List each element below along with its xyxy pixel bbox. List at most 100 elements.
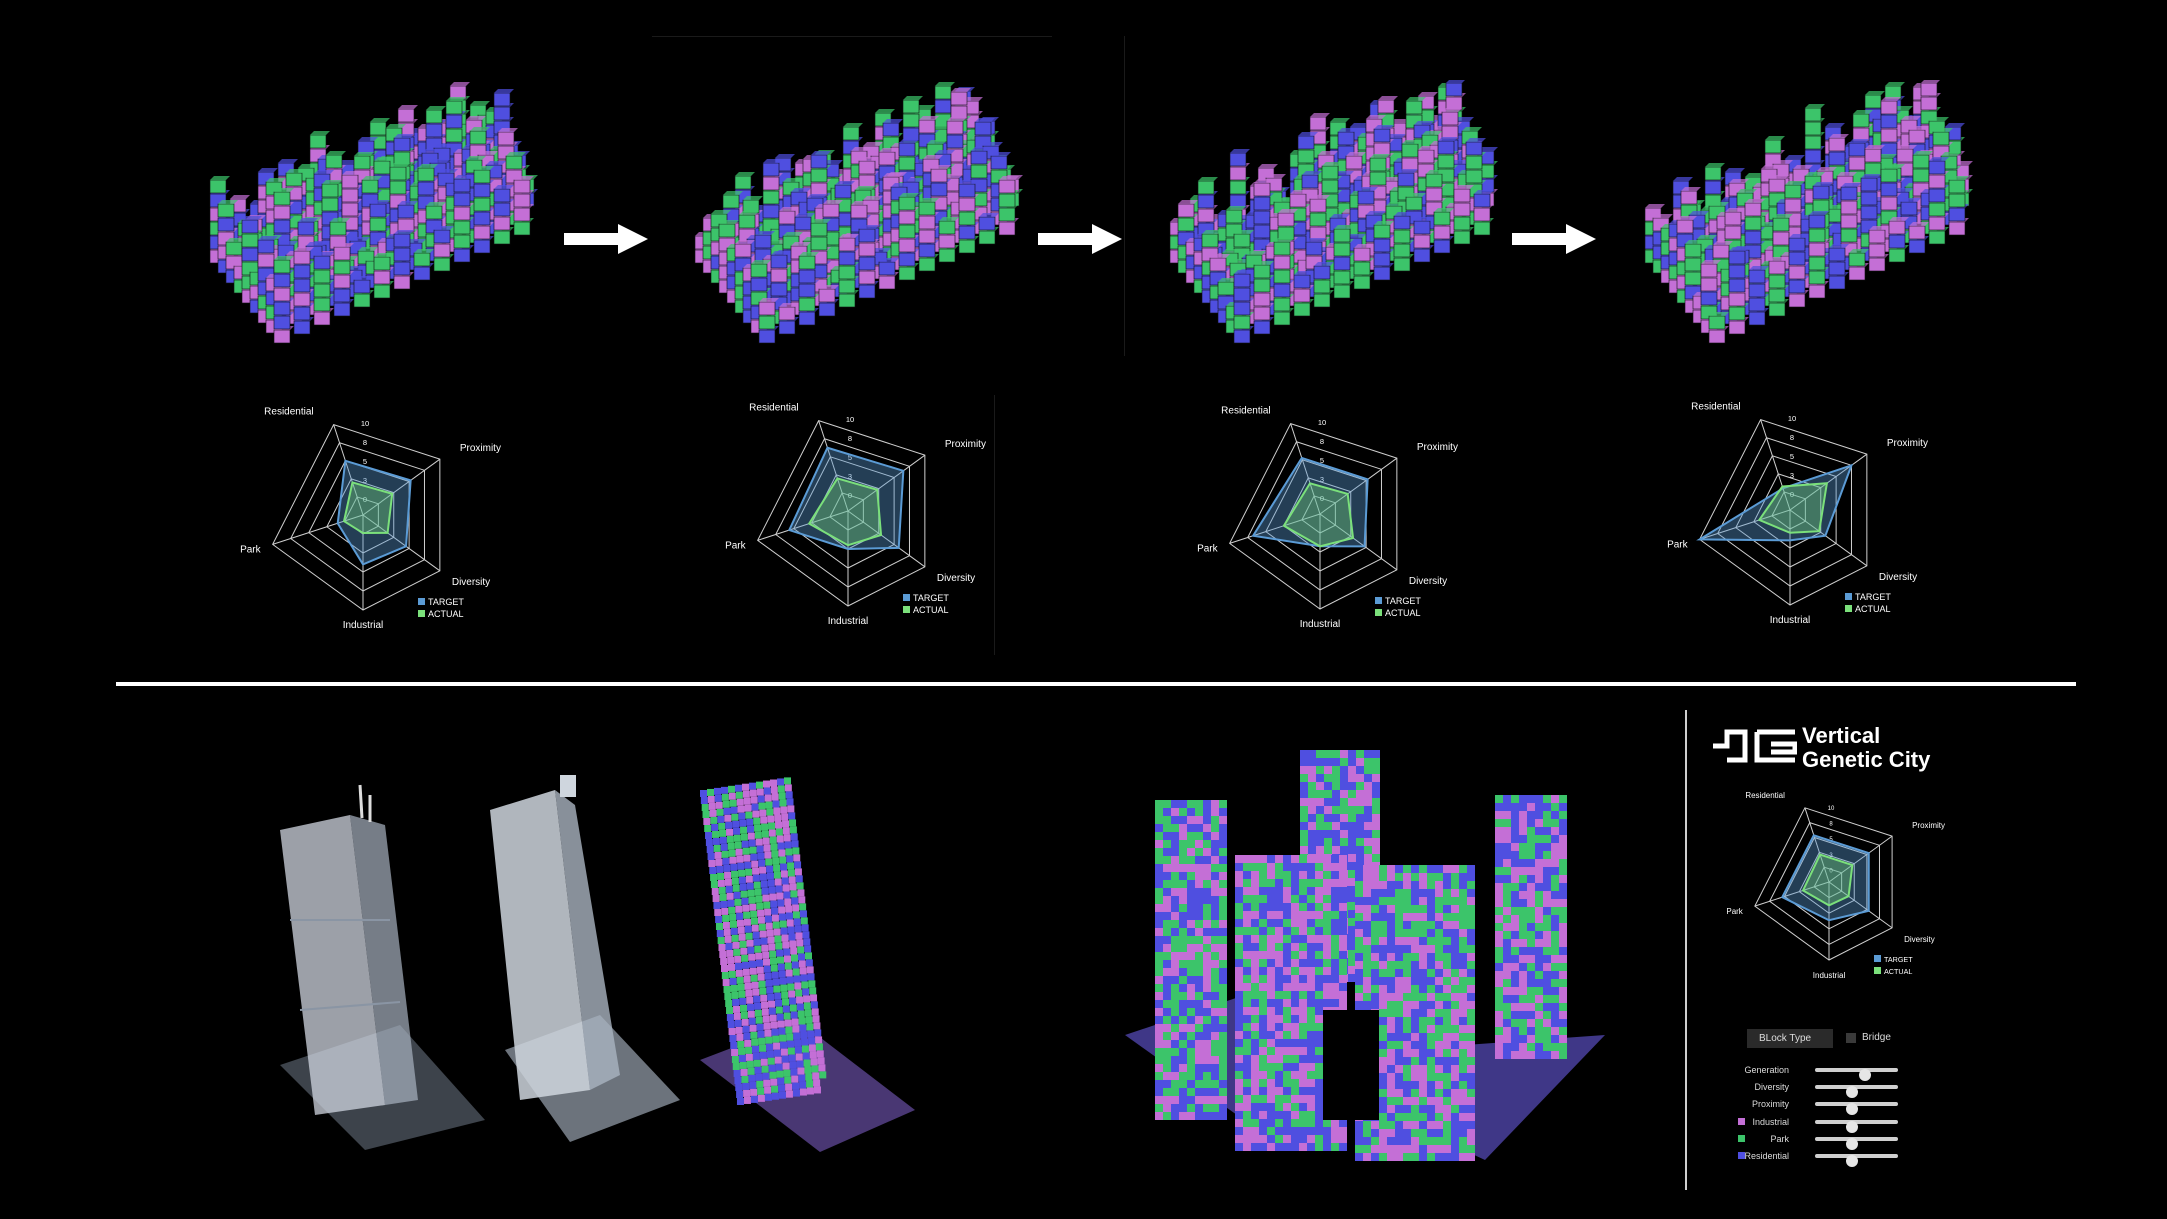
slider-diversity[interactable]: Diversity: [1735, 1080, 1898, 1099]
radar-actual-series: [807, 477, 883, 547]
frame-line: [652, 36, 1052, 37]
city-render-gen-4: [1635, 79, 1975, 350]
block-type-dropdown[interactable]: BLock Type: [1747, 1029, 1833, 1048]
radar-axis-label: Park: [1726, 907, 1743, 916]
radar-tick-label: 5: [848, 453, 852, 462]
frame-line: [1124, 36, 1125, 356]
legend-swatch: [1845, 593, 1852, 600]
radar-grid-ring: [793, 456, 895, 569]
legend-label-target: TARGET: [1884, 955, 1913, 964]
arrow-right-icon: [1038, 224, 1122, 254]
radar-spoke: [1319, 513, 1398, 571]
legend-swatch: [418, 610, 425, 617]
radar-chart-gen-4: 10 8 5 3 0 Residential Proximity Diversity Indus…: [1667, 402, 1928, 626]
radar-spoke: [272, 514, 364, 545]
radar-tick-label: 3: [363, 476, 367, 485]
slider-handle[interactable]: [1846, 1086, 1859, 1099]
radar-axis-label: Diversity: [452, 577, 490, 588]
legend-label-target: TARGET: [913, 593, 949, 603]
radar-tick-label: 8: [848, 434, 852, 443]
bridge-checkbox[interactable]: [1846, 1032, 1856, 1043]
slider-track[interactable]: [1815, 1136, 1898, 1150]
radar-tick-label: 10: [361, 419, 369, 428]
arrow-right-icon: [564, 224, 648, 254]
slider-label: Proximity: [1751, 1099, 1789, 1110]
radar-grid-ring: [1699, 419, 1868, 606]
slider-track[interactable]: [1815, 1154, 1898, 1167]
color-swatch: [1738, 1152, 1745, 1159]
legend-swatch: [903, 594, 910, 601]
radar-grid-ring: [344, 496, 379, 535]
radar-grid-ring: [1783, 836, 1868, 930]
tower-render-voxel-white: [490, 775, 680, 1142]
radar-axis-label: Residential: [1745, 791, 1785, 800]
slider-label: Generation: [1744, 1065, 1789, 1075]
section-divider: [116, 682, 2076, 686]
slider-handle[interactable]: [1846, 1137, 1859, 1150]
radar-tick-label: 5: [1790, 452, 1794, 461]
radar-tick-label: 0: [1790, 490, 1794, 499]
frame-line: [994, 395, 995, 655]
radar-target-series: [1251, 456, 1369, 548]
bridge-toggle[interactable]: Bridge: [1846, 1032, 1891, 1043]
slider-label: Residential: [1744, 1151, 1789, 1161]
legend-swatch: [418, 598, 425, 605]
slider-handle[interactable]: [1846, 1155, 1859, 1167]
radar-tick-label: 0: [848, 491, 852, 500]
radar-axis-label: Industrial: [1770, 615, 1811, 626]
radar-tick-label: 10: [1318, 418, 1326, 427]
radar-spoke: [362, 514, 441, 572]
slider-park[interactable]: Park: [1735, 1132, 1898, 1150]
radar-spoke: [847, 454, 926, 512]
slider-proximity[interactable]: Proximity: [1735, 1097, 1898, 1116]
slider-track[interactable]: [1815, 1119, 1898, 1133]
radar-axis-label: Proximity: [460, 443, 501, 454]
radar-axis-label: Industrial: [828, 616, 869, 627]
radar-tick-label: 8: [1320, 437, 1324, 446]
radar-axis-label: Diversity: [1879, 572, 1917, 583]
slider-handle[interactable]: [1858, 1069, 1871, 1081]
radar-grid-ring: [829, 492, 864, 531]
radar-tick-label: 5: [1320, 456, 1324, 465]
slider-track[interactable]: [1815, 1068, 1898, 1081]
radar-chart-gen-3: 10 8 5 3 0 Residential Proximity Diversity Indus…: [1197, 406, 1458, 630]
radar-axis-label: Residential: [1221, 406, 1270, 417]
legend-swatch: [1874, 955, 1881, 962]
color-swatch: [1738, 1134, 1745, 1142]
slider-track[interactable]: [1815, 1102, 1898, 1116]
slider-label: Park: [1770, 1133, 1789, 1144]
radar-spoke: [1828, 881, 1893, 929]
legend-swatch: [1375, 597, 1382, 604]
slider-label: Industrial: [1752, 1116, 1789, 1127]
radar-axis-label: Proximity: [1912, 821, 1945, 830]
radar-tick-label: 10: [1828, 806, 1835, 812]
radar-grid-ring: [1813, 866, 1843, 899]
app-title-line2: Genetic City: [1802, 747, 1931, 772]
slider-handle[interactable]: [1846, 1103, 1859, 1116]
slider-residential[interactable]: Residential: [1735, 1149, 1898, 1167]
radar-tick-label: 8: [1790, 433, 1794, 442]
radar-target-series: [1780, 834, 1870, 922]
radar-grid-ring: [1753, 473, 1822, 549]
radar-axis-label: Diversity: [937, 573, 975, 584]
radar-tick-label: 0: [1320, 494, 1324, 503]
tower-render-wireframe: [280, 784, 485, 1150]
bridge-structure-render: [1125, 750, 1605, 1161]
city-render-gen-3: [1160, 79, 1500, 350]
radar-grid-ring: [308, 460, 410, 573]
legend-label-target: TARGET: [1855, 592, 1891, 602]
radar-grid-ring: [1717, 437, 1852, 587]
radar-spoke: [1754, 881, 1830, 907]
legend-label-actual: ACTUAL: [1855, 604, 1891, 614]
color-swatch: [1738, 1117, 1745, 1125]
radar-axis-label: Proximity: [1417, 442, 1458, 453]
slider-track[interactable]: [1815, 1085, 1898, 1099]
radar-spoke: [1804, 807, 1830, 883]
radar-axis-label: Industrial: [1813, 971, 1846, 980]
radar-grid-ring: [326, 478, 395, 554]
slider-industrial[interactable]: Industrial: [1735, 1115, 1898, 1133]
legend-label-actual: ACTUAL: [1884, 967, 1912, 976]
radar-spoke: [1229, 513, 1321, 544]
slider-handle[interactable]: [1846, 1120, 1859, 1133]
slider-generation[interactable]: Generation: [1735, 1063, 1898, 1081]
